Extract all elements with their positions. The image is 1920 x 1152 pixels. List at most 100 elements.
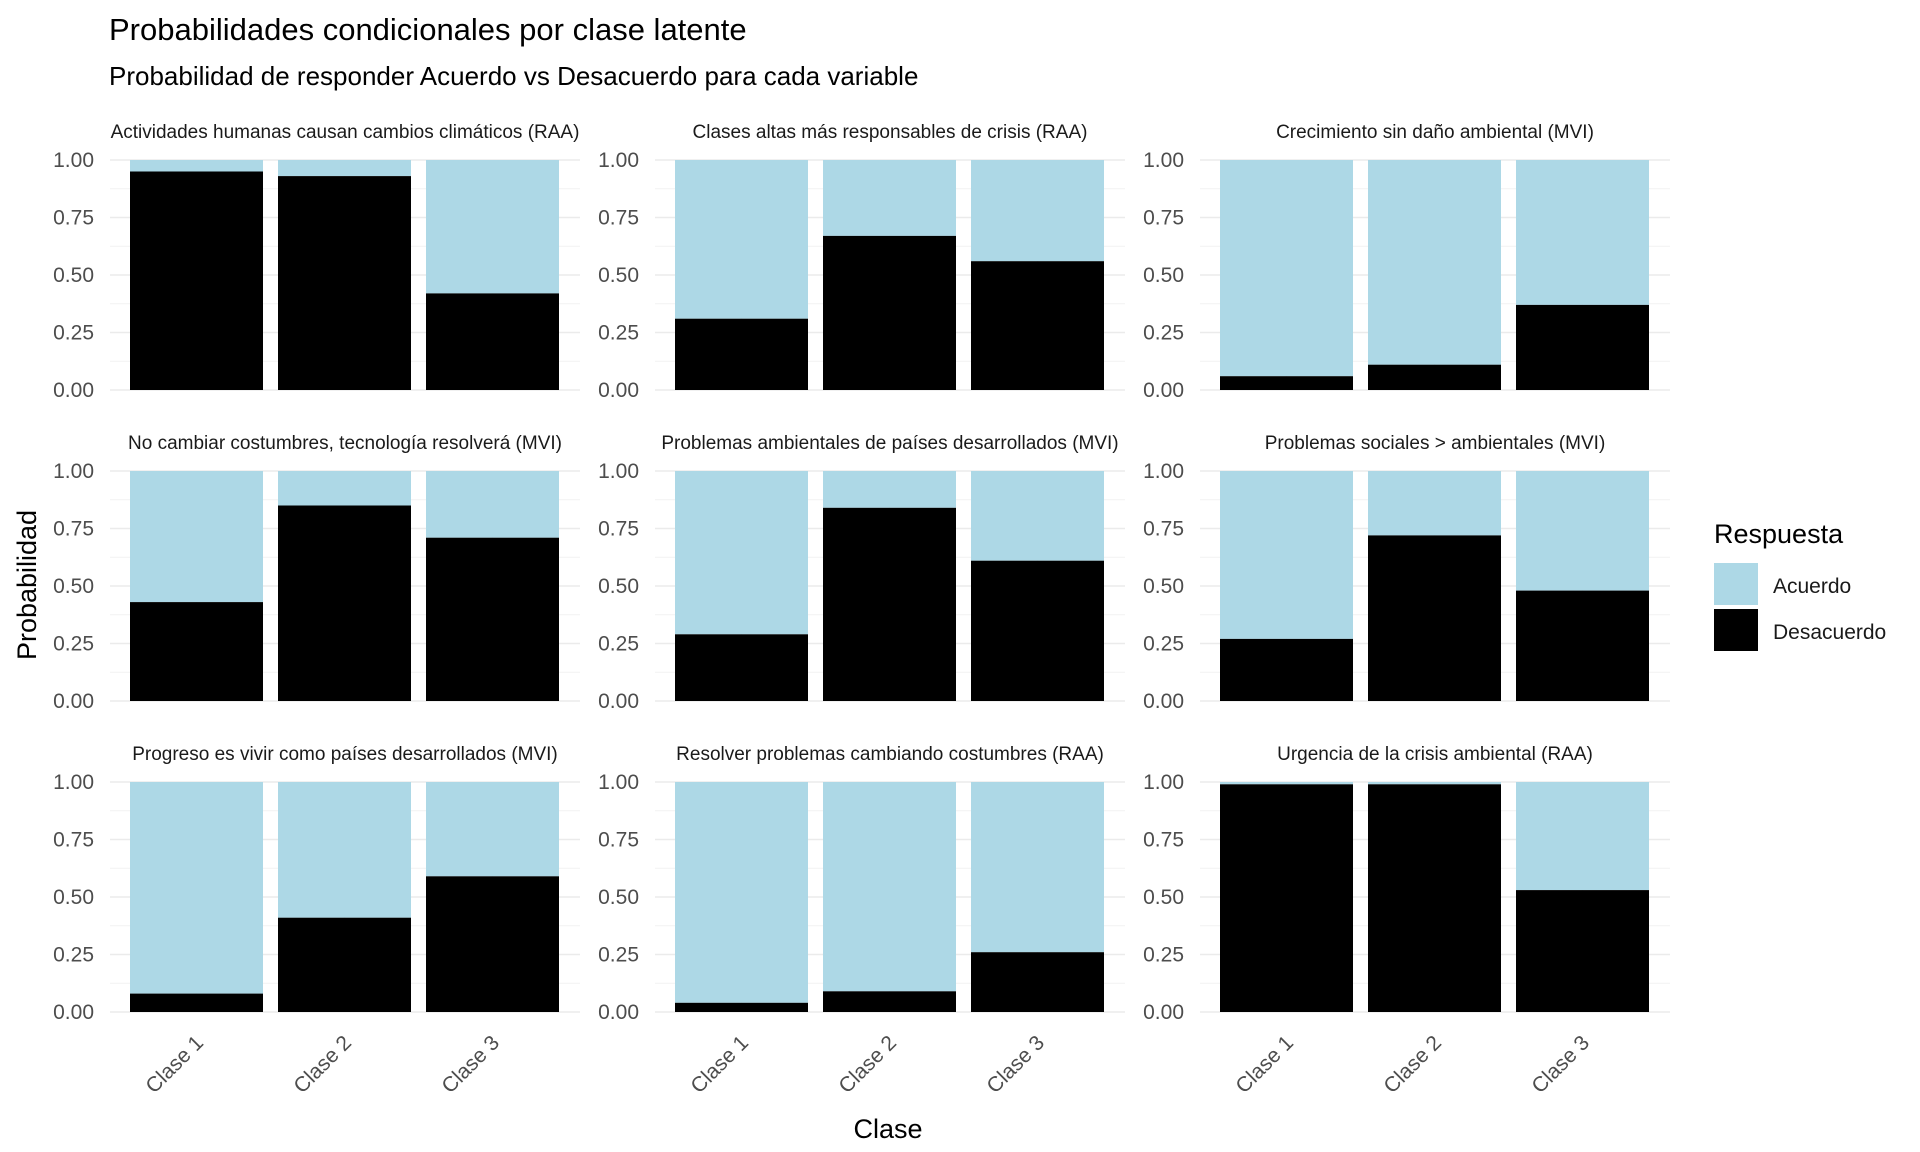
- bar-desacuerdo: [823, 507, 956, 701]
- bar-desacuerdo: [1368, 535, 1501, 701]
- bar-acuerdo: [1220, 471, 1353, 639]
- y-tick-label: 1.00: [1143, 149, 1184, 172]
- facet-panel: Actividades humanas causan cambios climá…: [53, 122, 580, 402]
- y-tick-label: 0.25: [598, 322, 639, 345]
- facet-panel: Problemas sociales > ambientales (MVI) 0.…: [1143, 433, 1670, 713]
- bar-acuerdo: [1368, 160, 1501, 365]
- y-tick-label: 0.00: [53, 690, 94, 713]
- bar-acuerdo: [130, 471, 263, 603]
- y-tick-label: 0.00: [1143, 690, 1184, 713]
- bar-desacuerdo: [278, 505, 411, 701]
- bar-acuerdo: [675, 782, 808, 1003]
- bar-desacuerdo: [675, 1002, 808, 1012]
- bar-acuerdo: [1220, 160, 1353, 377]
- bar-desacuerdo: [426, 537, 559, 701]
- bar-acuerdo: [971, 471, 1104, 561]
- facet-panel: Problemas ambientales de países desarrol…: [598, 433, 1125, 713]
- bar-acuerdo: [1516, 782, 1649, 891]
- facet-panel: No cambiar costumbres, tecnología resolv…: [53, 433, 580, 713]
- bar-acuerdo: [278, 471, 411, 506]
- facet-strip-label: Progreso es vivir como países desarrolla…: [132, 744, 558, 765]
- y-tick-label: 0.00: [598, 379, 639, 402]
- bar-acuerdo: [278, 160, 411, 177]
- bar-desacuerdo: [278, 917, 411, 1012]
- y-axis-title: Probabilidad: [12, 510, 42, 660]
- bar-desacuerdo: [426, 876, 559, 1012]
- bar-acuerdo: [971, 160, 1104, 262]
- facet-panel: Clases altas más responsables de crisis …: [598, 122, 1125, 402]
- bar-acuerdo: [1516, 471, 1649, 591]
- bar-acuerdo: [426, 160, 559, 294]
- bar-acuerdo: [130, 160, 263, 172]
- y-tick-label: 0.50: [598, 575, 639, 598]
- y-tick-label: 0.75: [598, 829, 639, 852]
- bar-desacuerdo: [1220, 638, 1353, 701]
- bar-desacuerdo: [675, 634, 808, 701]
- bar-acuerdo: [675, 471, 808, 635]
- y-tick-label: 0.50: [53, 264, 94, 287]
- bar-acuerdo: [426, 782, 559, 877]
- facet-strip-label: Crecimiento sin daño ambiental (MVI): [1276, 122, 1594, 143]
- bar-desacuerdo: [1516, 304, 1649, 390]
- facet-panel: Crecimiento sin daño ambiental (MVI) 0.00…: [1143, 122, 1670, 402]
- bar-desacuerdo: [823, 235, 956, 390]
- bar-desacuerdo: [1220, 784, 1353, 1012]
- bar-desacuerdo: [1368, 784, 1501, 1012]
- bar-acuerdo: [675, 160, 808, 319]
- y-tick-label: 1.00: [53, 149, 94, 172]
- bar-desacuerdo: [823, 991, 956, 1012]
- y-tick-label: 0.75: [53, 829, 94, 852]
- y-tick-label: 0.50: [53, 575, 94, 598]
- legend-label-acuerdo: Acuerdo: [1773, 575, 1851, 598]
- bar-desacuerdo: [971, 560, 1104, 701]
- bar-desacuerdo: [1516, 590, 1649, 701]
- y-tick-label: 0.00: [598, 1001, 639, 1024]
- y-tick-label: 0.75: [598, 207, 639, 230]
- facet-strip-label: No cambiar costumbres, tecnología resolv…: [128, 433, 562, 454]
- bar-acuerdo: [1516, 160, 1649, 305]
- bar-desacuerdo: [1368, 364, 1501, 390]
- y-tick-label: 0.50: [598, 264, 639, 287]
- facet-panel: Progreso es vivir como países desarrolla…: [53, 744, 580, 1098]
- legend-swatch-acuerdo: [1714, 563, 1758, 605]
- x-axis-title: Clase: [853, 1114, 922, 1144]
- chart-title: Probabilidades condicionales por clase l…: [109, 12, 747, 47]
- panels-grid: Actividades humanas causan cambios climá…: [53, 122, 1670, 1098]
- x-tick-label: Clase 1: [1231, 1031, 1298, 1098]
- facet-strip-label: Resolver problemas cambiando costumbres …: [676, 744, 1104, 765]
- bar-desacuerdo: [278, 176, 411, 390]
- facet-panel: Urgencia de la crisis ambiental (RAA) 0.0…: [1143, 744, 1670, 1098]
- facet-strip-label: Actividades humanas causan cambios climá…: [111, 122, 580, 143]
- chart-subtitle: Probabilidad de responder Acuerdo vs Des…: [109, 61, 918, 91]
- y-tick-label: 0.25: [598, 633, 639, 656]
- facet-strip-label: Clases altas más responsables de crisis …: [693, 122, 1088, 143]
- y-tick-label: 0.50: [1143, 575, 1184, 598]
- x-tick-label: Clase 2: [1379, 1031, 1446, 1098]
- bar-acuerdo: [823, 782, 956, 992]
- bar-desacuerdo: [130, 993, 263, 1012]
- facet-strip-label: Problemas ambientales de países desarrol…: [661, 433, 1118, 454]
- x-tick-label: Clase 3: [1527, 1031, 1594, 1098]
- legend-title: Respuesta: [1714, 519, 1844, 549]
- y-tick-label: 0.75: [53, 207, 94, 230]
- y-tick-label: 0.25: [53, 944, 94, 967]
- x-tick-label: Clase 3: [982, 1031, 1049, 1098]
- bar-acuerdo: [971, 782, 1104, 953]
- bar-desacuerdo: [971, 261, 1104, 390]
- y-tick-label: 0.00: [1143, 379, 1184, 402]
- bar-desacuerdo: [426, 293, 559, 390]
- facet-panel: Resolver problemas cambiando costumbres …: [598, 744, 1125, 1098]
- bar-desacuerdo: [675, 318, 808, 390]
- facet-strip-label: Problemas sociales > ambientales (MVI): [1265, 433, 1606, 454]
- y-tick-label: 0.50: [53, 886, 94, 909]
- y-tick-label: 0.25: [1143, 633, 1184, 656]
- y-tick-label: 0.75: [1143, 829, 1184, 852]
- x-tick-label: Clase 2: [289, 1031, 356, 1098]
- y-tick-label: 1.00: [53, 771, 94, 794]
- y-tick-label: 0.00: [53, 1001, 94, 1024]
- facet-strip-label: Urgencia de la crisis ambiental (RAA): [1277, 744, 1593, 765]
- y-tick-label: 1.00: [598, 149, 639, 172]
- bar-desacuerdo: [130, 171, 263, 390]
- bar-desacuerdo: [971, 952, 1104, 1012]
- x-tick-label: Clase 1: [686, 1031, 753, 1098]
